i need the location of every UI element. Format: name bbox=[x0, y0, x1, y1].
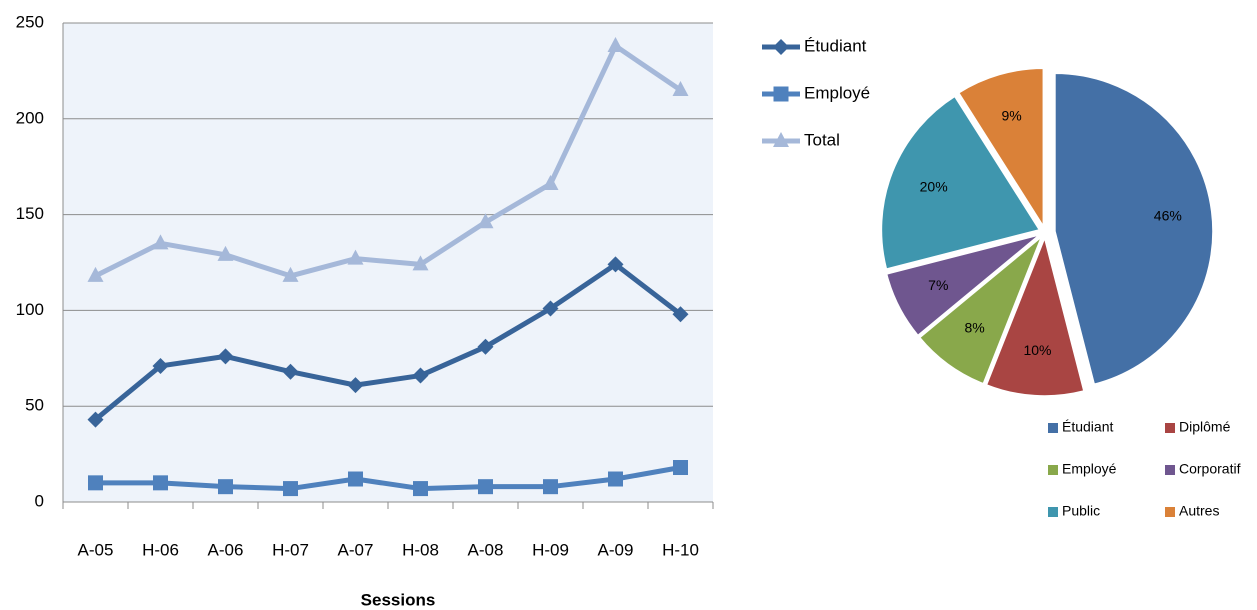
pie-label: 7% bbox=[928, 277, 948, 293]
pie-slice bbox=[880, 95, 1041, 270]
data-point bbox=[283, 481, 298, 497]
x-tick-label: A-06 bbox=[208, 540, 244, 559]
pie-label: 8% bbox=[964, 320, 984, 336]
legend-label: Étudiant bbox=[1062, 419, 1113, 435]
data-point bbox=[412, 367, 429, 384]
x-tick-label: H-07 bbox=[272, 540, 309, 559]
data-point bbox=[672, 81, 689, 97]
data-point bbox=[282, 266, 299, 282]
x-axis-title: Sessions bbox=[361, 590, 436, 609]
pie-label: 9% bbox=[1001, 108, 1021, 124]
data-point bbox=[478, 479, 493, 495]
legend-marker bbox=[773, 39, 789, 55]
data-point bbox=[282, 363, 299, 380]
data-point bbox=[543, 479, 558, 495]
data-point bbox=[607, 36, 624, 52]
data-point bbox=[87, 266, 104, 282]
data-point bbox=[607, 256, 624, 273]
data-point bbox=[608, 471, 623, 487]
y-tick-label: 50 bbox=[25, 396, 44, 415]
data-point bbox=[348, 471, 363, 487]
legend-label: Public bbox=[1062, 503, 1100, 519]
legend-swatch bbox=[1165, 465, 1175, 475]
legend-swatch bbox=[1048, 465, 1058, 475]
legend-swatch bbox=[1048, 507, 1058, 517]
legend-label: Employé bbox=[1062, 461, 1117, 477]
legend-label: Employé bbox=[804, 83, 870, 102]
legend-label: Étudiant bbox=[804, 36, 867, 55]
series-line bbox=[93, 261, 683, 422]
pie-slice bbox=[985, 235, 1085, 397]
data-point bbox=[672, 306, 689, 323]
x-tick-label: H-06 bbox=[142, 540, 179, 559]
x-tick-label: H-10 bbox=[662, 540, 699, 559]
series-line bbox=[94, 43, 682, 279]
legend-swatch bbox=[1165, 507, 1175, 517]
data-point bbox=[347, 377, 364, 394]
x-tick-label: A-09 bbox=[598, 540, 634, 559]
pie-slice bbox=[885, 233, 1041, 337]
legend-swatch bbox=[1165, 423, 1175, 433]
data-point bbox=[477, 338, 494, 355]
data-point bbox=[152, 234, 169, 250]
pie-slice bbox=[918, 236, 1043, 385]
legend-marker bbox=[773, 86, 789, 102]
pie-label: 20% bbox=[920, 179, 948, 195]
pie-slice bbox=[957, 67, 1045, 229]
data-point bbox=[412, 255, 429, 271]
legend-label: Autres bbox=[1179, 503, 1219, 519]
y-tick-label: 200 bbox=[16, 108, 44, 127]
data-point bbox=[217, 245, 234, 261]
x-tick-label: A-05 bbox=[78, 540, 114, 559]
series-line bbox=[95, 465, 681, 492]
legend-label: Corporatif bbox=[1179, 461, 1241, 477]
legend-marker bbox=[773, 132, 789, 147]
legend-label: Diplômé bbox=[1179, 419, 1231, 435]
x-tick-label: H-09 bbox=[532, 540, 569, 559]
x-tick-label: A-08 bbox=[468, 540, 504, 559]
pie-slice bbox=[1054, 72, 1214, 386]
data-point bbox=[542, 300, 559, 317]
y-tick-label: 0 bbox=[35, 491, 44, 510]
data-point bbox=[347, 249, 364, 265]
pie-label: 46% bbox=[1154, 208, 1182, 224]
data-point bbox=[152, 357, 169, 374]
data-point bbox=[218, 479, 233, 495]
x-tick-label: A-07 bbox=[338, 540, 374, 559]
data-point bbox=[217, 348, 234, 365]
data-point bbox=[542, 174, 559, 190]
data-point bbox=[673, 460, 688, 476]
y-tick-label: 100 bbox=[16, 300, 44, 319]
legend-swatch bbox=[1048, 423, 1058, 433]
pie-label: 10% bbox=[1023, 342, 1051, 358]
y-tick-label: 250 bbox=[16, 12, 44, 31]
x-tick-label: H-08 bbox=[402, 540, 439, 559]
data-point bbox=[87, 411, 104, 428]
data-point bbox=[153, 475, 168, 491]
legend-label: Total bbox=[804, 130, 840, 149]
y-tick-label: 150 bbox=[16, 204, 44, 223]
data-point bbox=[413, 481, 428, 497]
data-point bbox=[477, 213, 494, 229]
data-point bbox=[88, 475, 103, 491]
